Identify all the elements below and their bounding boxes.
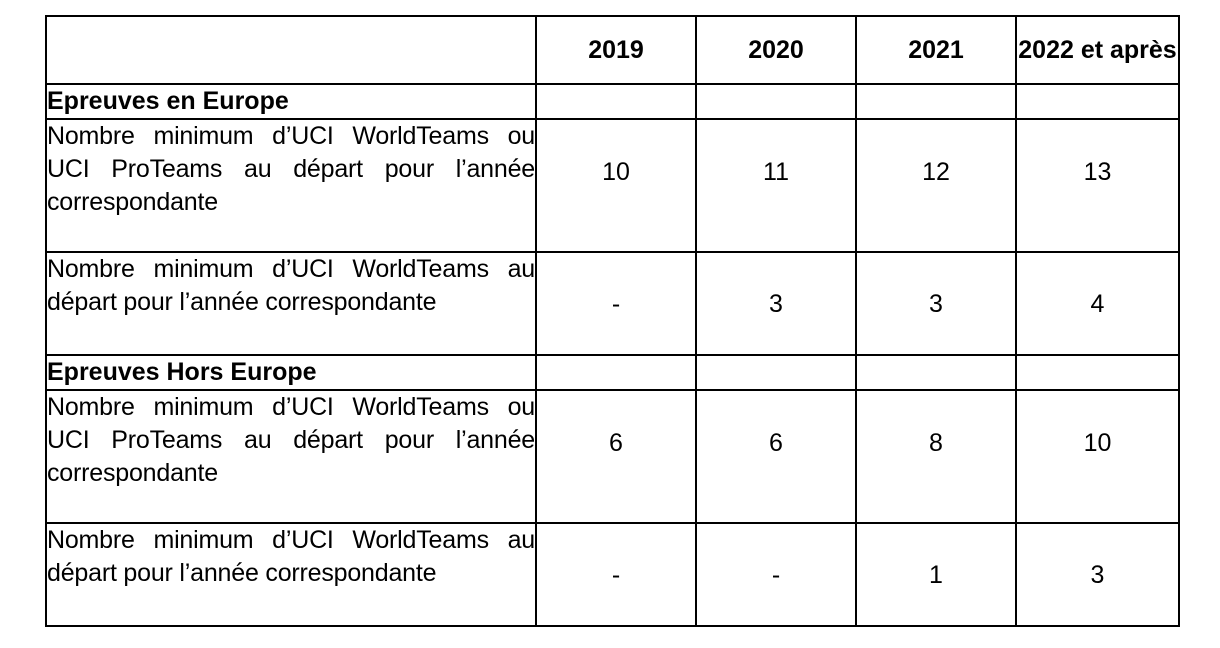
empty-cell (695, 354, 857, 391)
section-row: Epreuves Hors Europe (45, 354, 1180, 391)
table-row: Nombre minimum d’UCI WorldTeams ou UCI P… (45, 118, 1180, 253)
value-cell: 1 (855, 522, 1017, 627)
section-title-outside-europe: Epreuves Hors Europe (45, 354, 537, 391)
value-cell: 8 (855, 389, 1017, 524)
section-row: Epreuves en Europe (45, 83, 1180, 120)
row-label: Nombre minimum d’UCI WorldTeams au dépar… (45, 522, 537, 627)
value-cell: 3 (855, 251, 1017, 356)
header-cell-2020: 2020 (695, 15, 857, 85)
value-cell: 10 (535, 118, 697, 253)
table-row: Nombre minimum d’UCI WorldTeams ou UCI P… (45, 389, 1180, 524)
value-cell: 12 (855, 118, 1017, 253)
header-cell-2021: 2021 (855, 15, 1017, 85)
row-label: Nombre minimum d’UCI WorldTeams au dépar… (45, 251, 537, 356)
section-title-europe: Epreuves en Europe (45, 83, 537, 120)
table-row: Nombre minimum d’UCI WorldTeams au dépar… (45, 522, 1180, 627)
empty-cell (1015, 354, 1180, 391)
header-cell-empty (45, 15, 537, 85)
header-cell-2022-onward: 2022 et après (1015, 15, 1180, 85)
empty-cell (855, 354, 1017, 391)
value-cell: 11 (695, 118, 857, 253)
empty-cell (695, 83, 857, 120)
value-cell: 13 (1015, 118, 1180, 253)
empty-cell (535, 83, 697, 120)
table-row: Nombre minimum d’UCI WorldTeams au dépar… (45, 251, 1180, 356)
value-cell: - (535, 522, 697, 627)
value-cell: - (695, 522, 857, 627)
empty-cell (1015, 83, 1180, 120)
empty-cell (535, 354, 697, 391)
row-label: Nombre minimum d’UCI WorldTeams ou UCI P… (45, 118, 537, 253)
value-cell: 3 (695, 251, 857, 356)
header-cell-2019: 2019 (535, 15, 697, 85)
row-label: Nombre minimum d’UCI WorldTeams ou UCI P… (45, 389, 537, 524)
team-requirements-table: 2019 2020 2021 2022 et après Epreuves en… (45, 15, 1180, 627)
value-cell: 6 (695, 389, 857, 524)
empty-cell (855, 83, 1017, 120)
value-cell: 3 (1015, 522, 1180, 627)
header-row: 2019 2020 2021 2022 et après (45, 15, 1180, 85)
value-cell: 10 (1015, 389, 1180, 524)
value-cell: - (535, 251, 697, 356)
value-cell: 4 (1015, 251, 1180, 356)
value-cell: 6 (535, 389, 697, 524)
